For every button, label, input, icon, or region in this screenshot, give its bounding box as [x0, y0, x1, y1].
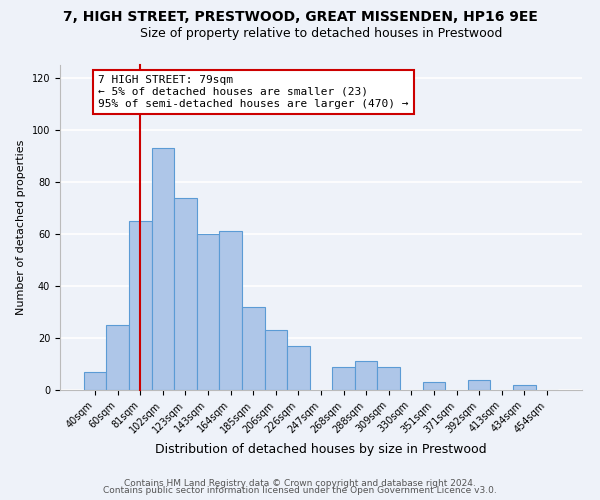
- Bar: [197, 234, 220, 390]
- Bar: [129, 221, 152, 390]
- Text: Contains HM Land Registry data © Crown copyright and database right 2024.: Contains HM Land Registry data © Crown c…: [124, 478, 476, 488]
- Bar: [355, 362, 377, 390]
- Bar: [242, 307, 265, 390]
- Text: Contains public sector information licensed under the Open Government Licence v3: Contains public sector information licen…: [103, 486, 497, 495]
- Bar: [287, 346, 310, 390]
- Bar: [468, 380, 490, 390]
- Title: Size of property relative to detached houses in Prestwood: Size of property relative to detached ho…: [140, 27, 502, 40]
- Bar: [152, 148, 174, 390]
- Text: 7 HIGH STREET: 79sqm
← 5% of detached houses are smaller (23)
95% of semi-detach: 7 HIGH STREET: 79sqm ← 5% of detached ho…: [98, 76, 409, 108]
- Bar: [377, 366, 400, 390]
- Bar: [106, 325, 129, 390]
- Bar: [220, 232, 242, 390]
- Y-axis label: Number of detached properties: Number of detached properties: [16, 140, 26, 315]
- X-axis label: Distribution of detached houses by size in Prestwood: Distribution of detached houses by size …: [155, 443, 487, 456]
- Bar: [332, 366, 355, 390]
- Bar: [265, 330, 287, 390]
- Bar: [513, 385, 536, 390]
- Bar: [422, 382, 445, 390]
- Bar: [174, 198, 197, 390]
- Bar: [84, 372, 106, 390]
- Text: 7, HIGH STREET, PRESTWOOD, GREAT MISSENDEN, HP16 9EE: 7, HIGH STREET, PRESTWOOD, GREAT MISSEND…: [62, 10, 538, 24]
